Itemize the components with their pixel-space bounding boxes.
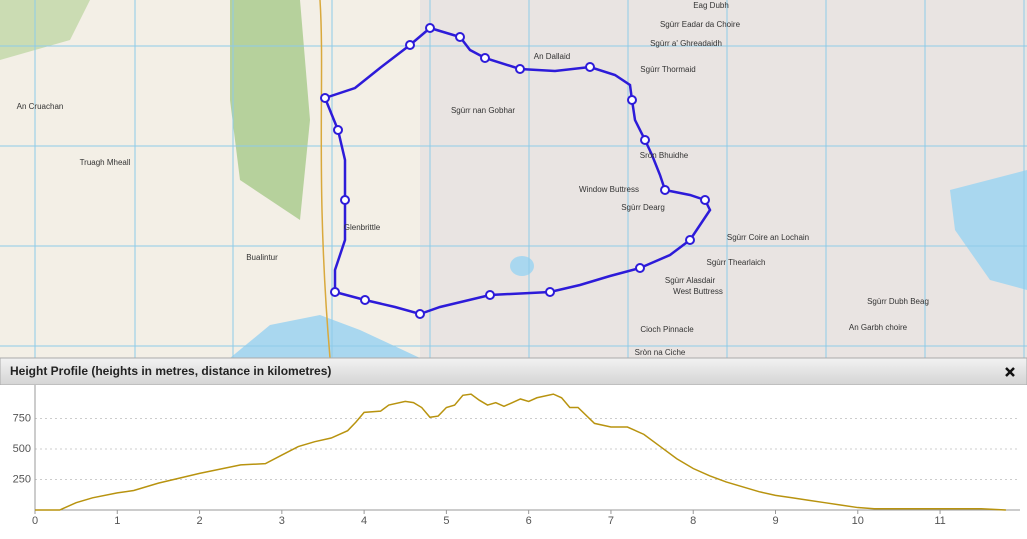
x-tick-label: 4 (361, 515, 367, 527)
map-label: Truagh Mheall (80, 158, 131, 167)
x-tick-label: 3 (279, 515, 285, 527)
x-tick-label: 1 (114, 515, 120, 527)
x-tick-label: 10 (852, 515, 864, 527)
map-label: Cioch Pinnacle (640, 325, 694, 334)
chart-area (0, 385, 1027, 534)
map-label: Eag Dubh (693, 1, 729, 10)
panel-header (0, 357, 1027, 386)
map-label: Window Buttress (579, 185, 639, 194)
y-tick-label: 750 (13, 412, 31, 424)
x-tick-label: 0 (32, 515, 38, 527)
map-label: Sgùrr a' Ghreadaidh (650, 39, 722, 48)
y-tick-label: 250 (13, 473, 31, 485)
map-label: Sgùrr Alasdair (665, 276, 716, 285)
route-points (320, 23, 710, 319)
map-label: Sgùrr Dubh Beag (867, 297, 929, 306)
route (323, 26, 712, 316)
x-tick-label: 8 (690, 515, 696, 527)
map-label: Sròn na Ciche (635, 348, 686, 357)
x-tick-label: 2 (196, 515, 202, 527)
panel-title: Height Profile (heights in metres, dista… (10, 364, 331, 378)
map-label: Sgùrr Dearg (621, 203, 665, 212)
map-label: An Garbh choire (849, 323, 908, 332)
profile-line (35, 393, 1006, 511)
close-button[interactable] (1005, 367, 1015, 377)
x-tick-label: 11 (934, 515, 945, 527)
map-label: Sròn Bhuidhe (640, 151, 689, 160)
x-tick-label: 9 (772, 515, 778, 527)
map[interactable]: An Cruachan Truagh Mheall Bualintur Glen… (0, 0, 1027, 359)
y-tick-label: 500 (13, 443, 31, 455)
map-labels: An Cruachan Truagh Mheall Bualintur Glen… (17, 1, 929, 357)
map-label: West Buttress (673, 287, 723, 296)
map-label: Sgùrr Thormaid (640, 65, 695, 74)
map-label: An Dallaid (534, 52, 570, 61)
map-label: Bualintur (246, 253, 278, 262)
map-label: Sgùrr nan Gobhar (451, 106, 515, 115)
x-tick-label: 6 (526, 515, 532, 527)
map-label: Sgùrr Thearlaich (707, 258, 766, 267)
map-label: Sgùrr Eadar da Choire (660, 20, 741, 29)
x-tick-label: 5 (443, 515, 449, 527)
x-tick-label: 7 (608, 515, 614, 527)
map-label: Sgùrr Coire an Lochain (727, 233, 809, 242)
map-label: Glenbrittle (344, 223, 381, 232)
map-label: An Cruachan (17, 102, 64, 111)
